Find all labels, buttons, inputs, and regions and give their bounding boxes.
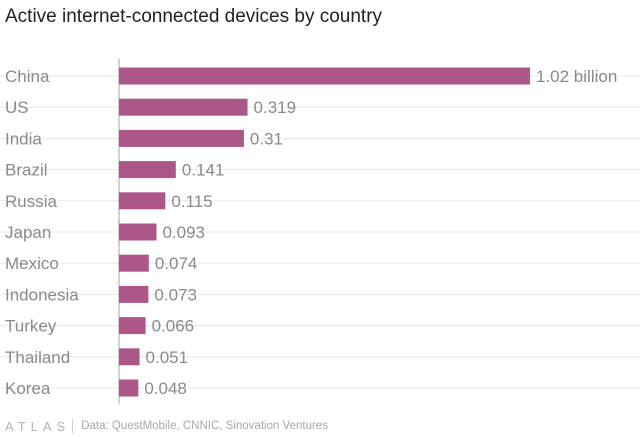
bar [119, 254, 149, 272]
bar [119, 67, 530, 85]
bar [119, 317, 146, 335]
category-label: Turkey [5, 317, 57, 336]
category-label: Thailand [5, 348, 70, 367]
category-label: Russia [5, 192, 58, 211]
footer-divider [72, 419, 74, 433]
value-label: 0.31 [250, 129, 283, 148]
chart-title: Active internet-connected devices by cou… [5, 6, 383, 27]
value-label: 0.048 [144, 379, 187, 398]
value-label: 0.115 [171, 192, 212, 211]
bar [119, 223, 157, 241]
bar [119, 348, 140, 366]
value-label: 0.319 [254, 98, 297, 117]
bar [119, 129, 244, 147]
category-label: India [5, 129, 42, 148]
category-label: Mexico [5, 254, 59, 273]
value-label: 0.066 [152, 317, 195, 336]
value-label: 1.02 billion [536, 67, 617, 86]
value-label: 0.073 [154, 285, 197, 304]
value-label: 0.051 [146, 348, 189, 367]
category-label: China [5, 67, 50, 86]
category-label: Japan [5, 223, 51, 242]
footer: ATLAS Data: QuestMobile, CNNIC, Sinovati… [5, 416, 328, 436]
category-label: Indonesia [5, 285, 79, 304]
bar [119, 192, 166, 210]
bar [119, 98, 248, 116]
category-label: Korea [5, 379, 51, 398]
source-note: Data: QuestMobile, CNNIC, Sinovation Ven… [81, 420, 328, 432]
value-label: 0.141 [182, 161, 225, 180]
category-label: Brazil [5, 161, 48, 180]
value-label: 0.093 [162, 223, 205, 242]
bar [119, 285, 149, 303]
atlas-logo: ATLAS [5, 418, 71, 434]
value-label: 0.074 [155, 254, 198, 273]
bar [119, 161, 176, 179]
category-label: US [5, 98, 29, 117]
bar [119, 379, 139, 397]
